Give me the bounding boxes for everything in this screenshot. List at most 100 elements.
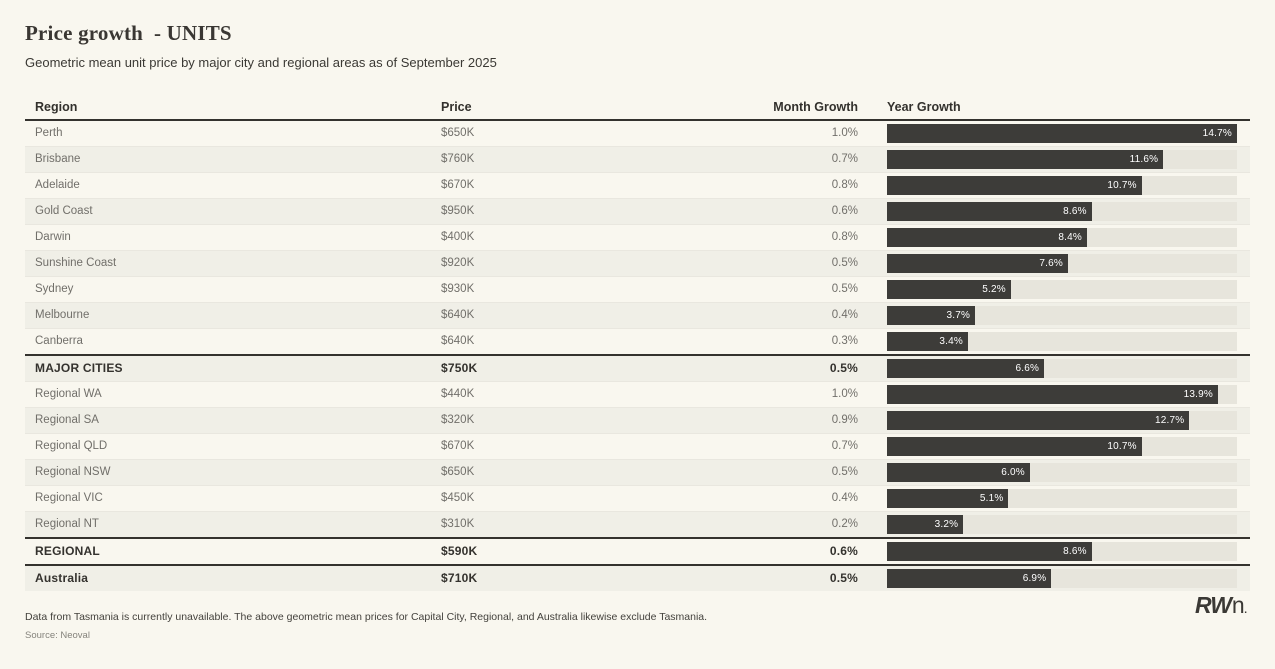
year-growth-bar-track: 8.6% bbox=[887, 542, 1237, 561]
year-growth-cell: 6.6% bbox=[887, 356, 1250, 381]
region-cell: Regional QLD bbox=[35, 440, 108, 452]
year-growth-bar-track: 5.1% bbox=[887, 489, 1237, 508]
year-growth-bar-label: 8.6% bbox=[1063, 206, 1087, 217]
month-growth-cell: 0.5% bbox=[829, 361, 858, 375]
year-growth-bar-label: 6.9% bbox=[1022, 573, 1047, 584]
year-growth-cell: 5.1% bbox=[887, 486, 1250, 511]
footnote: Data from Tasmania is currently unavaila… bbox=[25, 611, 708, 623]
table-row: Regional NSW $650K 0.5% 6.0% bbox=[25, 459, 1250, 485]
month-growth-cell: 0.5% bbox=[831, 283, 858, 295]
price-cell: $670K bbox=[441, 179, 475, 191]
month-growth-cell: 0.5% bbox=[831, 257, 858, 269]
price-cell: $930K bbox=[441, 283, 475, 295]
month-growth-cell: 0.7% bbox=[831, 440, 858, 452]
rwn-logo: RWn. bbox=[1195, 592, 1247, 619]
table-row: Adelaide $670K 0.8% 10.7% bbox=[25, 172, 1250, 198]
year-growth-cell: 10.7% bbox=[887, 434, 1250, 459]
column-header-month-growth: Month Growth bbox=[773, 100, 858, 114]
region-cell: Melbourne bbox=[35, 309, 90, 321]
price-cell: $760K bbox=[441, 153, 475, 165]
region-cell: MAJOR CITIES bbox=[35, 361, 123, 375]
price-cell: $650K bbox=[441, 466, 475, 478]
year-growth-bar-label: 10.7% bbox=[1107, 441, 1137, 452]
year-growth-bar-label: 6.0% bbox=[1001, 467, 1025, 478]
region-cell: Sydney bbox=[35, 283, 74, 295]
year-growth-bar: 7.6% bbox=[887, 254, 1068, 273]
logo-rw-text: RW bbox=[1195, 592, 1232, 618]
year-growth-bar: 3.4% bbox=[887, 332, 968, 351]
price-cell: $440K bbox=[441, 388, 475, 400]
year-growth-bar-label: 10.7% bbox=[1107, 180, 1137, 191]
year-growth-bar-track: 6.9% bbox=[887, 569, 1237, 588]
column-header-year-growth: Year Growth bbox=[887, 100, 961, 114]
table-header: Region Price Month Growth Year Growth bbox=[25, 95, 1250, 121]
logo-n-text: n bbox=[1231, 592, 1245, 618]
region-cell: Brisbane bbox=[35, 153, 81, 165]
price-cell: $400K bbox=[441, 231, 475, 243]
year-growth-bar-track: 6.0% bbox=[887, 463, 1237, 482]
column-header-price: Price bbox=[441, 100, 472, 114]
price-cell: $640K bbox=[441, 309, 475, 321]
price-cell: $450K bbox=[441, 492, 475, 504]
month-growth-cell: 0.8% bbox=[831, 231, 858, 243]
table-row: Regional WA $440K 1.0% 13.9% bbox=[25, 381, 1250, 407]
year-growth-bar-track: 12.7% bbox=[887, 411, 1237, 430]
month-growth-cell: 0.4% bbox=[831, 309, 858, 321]
table-row: Sunshine Coast $920K 0.5% 7.6% bbox=[25, 250, 1250, 276]
table-row: Australia $710K 0.5% 6.9% bbox=[25, 564, 1250, 591]
year-growth-bar-track: 8.6% bbox=[887, 202, 1237, 221]
region-cell: Canberra bbox=[35, 335, 83, 347]
year-growth-cell: 5.2% bbox=[887, 277, 1250, 302]
year-growth-cell: 8.6% bbox=[887, 539, 1250, 564]
table-row: Gold Coast $950K 0.6% 8.6% bbox=[25, 198, 1250, 224]
region-cell: Regional NSW bbox=[35, 466, 111, 478]
year-growth-cell: 8.4% bbox=[887, 225, 1250, 250]
year-growth-bar: 13.9% bbox=[887, 385, 1218, 404]
year-growth-bar-label: 3.7% bbox=[946, 310, 971, 321]
logo-dot: . bbox=[1244, 605, 1247, 616]
year-growth-bar-label: 5.1% bbox=[979, 493, 1004, 504]
table-row: Darwin $400K 0.8% 8.4% bbox=[25, 224, 1250, 250]
year-growth-bar-track: 3.2% bbox=[887, 515, 1237, 534]
month-growth-cell: 0.6% bbox=[829, 544, 858, 558]
year-growth-bar-label: 8.6% bbox=[1063, 546, 1087, 557]
month-growth-cell: 1.0% bbox=[831, 388, 858, 400]
price-cell: $650K bbox=[441, 127, 475, 139]
table-body: Perth $650K 1.0% 14.7% Brisbane $760K 0.7% 11.6… bbox=[25, 121, 1250, 591]
table-row: Sydney $930K 0.5% 5.2% bbox=[25, 276, 1250, 302]
year-growth-cell: 6.9% bbox=[887, 566, 1250, 591]
year-growth-bar: 8.4% bbox=[887, 228, 1087, 247]
table-row: Brisbane $760K 0.7% 11.6% bbox=[25, 146, 1250, 172]
region-cell: Regional SA bbox=[35, 414, 99, 426]
year-growth-bar-label: 3.2% bbox=[934, 519, 959, 530]
table-row: Perth $650K 1.0% 14.7% bbox=[25, 121, 1250, 146]
table-row: Regional QLD $670K 0.7% 10.7% bbox=[25, 433, 1250, 459]
year-growth-bar: 5.2% bbox=[887, 280, 1011, 299]
region-cell: Regional WA bbox=[35, 388, 102, 400]
region-cell: Adelaide bbox=[35, 179, 80, 191]
month-growth-cell: 0.5% bbox=[831, 466, 858, 478]
year-growth-bar: 6.0% bbox=[887, 463, 1030, 482]
year-growth-cell: 11.6% bbox=[887, 147, 1250, 172]
price-cell: $670K bbox=[441, 440, 475, 452]
price-cell: $320K bbox=[441, 414, 475, 426]
table-row: Melbourne $640K 0.4% 3.7% bbox=[25, 302, 1250, 328]
year-growth-bar-track: 11.6% bbox=[887, 150, 1237, 169]
price-cell: $310K bbox=[441, 518, 475, 530]
year-growth-bar-track: 3.7% bbox=[887, 306, 1237, 325]
year-growth-bar: 3.2% bbox=[887, 515, 964, 534]
year-growth-bar-track: 13.9% bbox=[887, 385, 1237, 404]
month-growth-cell: 0.5% bbox=[829, 571, 858, 585]
year-growth-cell: 3.2% bbox=[887, 512, 1250, 537]
year-growth-bar: 10.7% bbox=[887, 437, 1142, 456]
year-growth-bar-track: 10.7% bbox=[887, 437, 1237, 456]
year-growth-bar-track: 3.4% bbox=[887, 332, 1237, 351]
year-growth-bar-label: 8.4% bbox=[1058, 232, 1082, 243]
year-growth-bar-label: 13.9% bbox=[1183, 389, 1213, 400]
month-growth-cell: 0.3% bbox=[831, 335, 858, 347]
month-growth-cell: 0.4% bbox=[831, 492, 858, 504]
page-title: Price growth - UNITS bbox=[25, 21, 232, 45]
year-growth-bar-label: 11.6% bbox=[1129, 154, 1159, 165]
year-growth-bar: 6.9% bbox=[887, 569, 1052, 588]
year-growth-bar: 8.6% bbox=[887, 202, 1092, 221]
